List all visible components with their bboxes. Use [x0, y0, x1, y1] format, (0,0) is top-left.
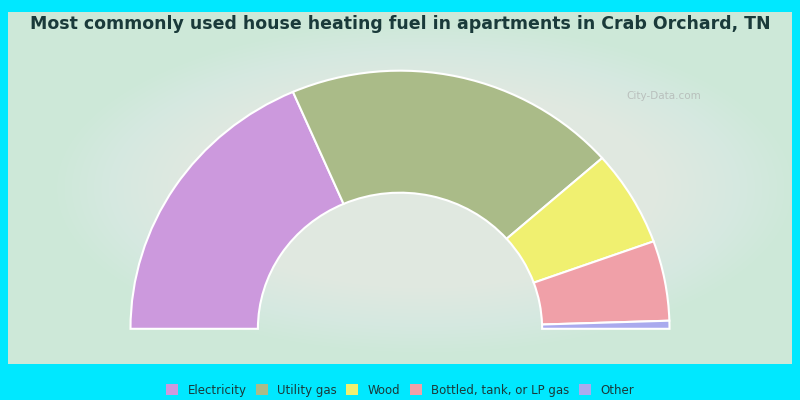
Text: Most commonly used house heating fuel in apartments in Crab Orchard, TN: Most commonly used house heating fuel in…	[30, 15, 770, 33]
Text: City-Data.com: City-Data.com	[626, 91, 702, 101]
Legend: Electricity, Utility gas, Wood, Bottled, tank, or LP gas, Other: Electricity, Utility gas, Wood, Bottled,…	[162, 380, 638, 400]
Wedge shape	[534, 241, 670, 324]
Wedge shape	[130, 92, 343, 329]
Wedge shape	[293, 71, 602, 239]
Wedge shape	[542, 321, 670, 329]
Wedge shape	[506, 158, 654, 283]
